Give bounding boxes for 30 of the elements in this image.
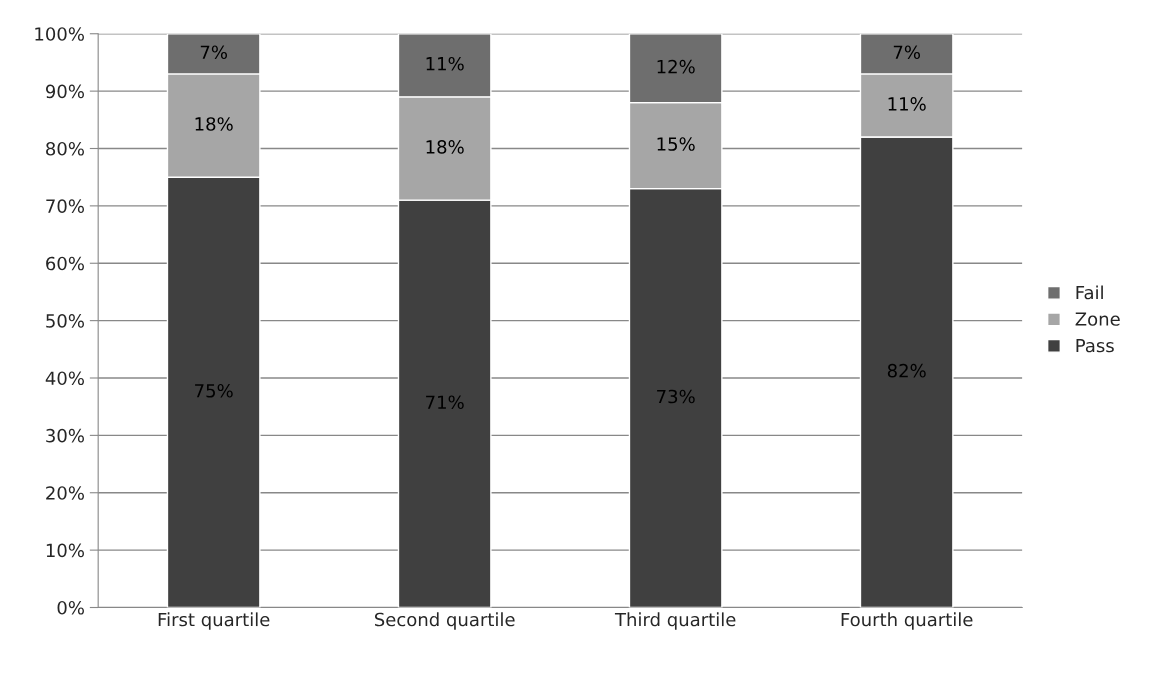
y-tick-label: 70% bbox=[46, 199, 84, 213]
data-label: 18% bbox=[195, 117, 233, 131]
x-tick-label: First quartile bbox=[158, 612, 270, 630]
data-label: 11% bbox=[888, 97, 926, 111]
y-tick-label: 30% bbox=[46, 428, 84, 443]
data-label: 75% bbox=[195, 383, 233, 398]
data-label: 82% bbox=[887, 363, 926, 378]
legend-label: Pass bbox=[1076, 338, 1114, 353]
data-label: 12% bbox=[657, 59, 695, 74]
legend-label: Zone bbox=[1075, 312, 1120, 326]
data-label: 15% bbox=[657, 137, 695, 151]
y-tick-label: 20% bbox=[46, 486, 84, 500]
x-tick-label: Fourth quartile bbox=[841, 612, 973, 630]
data-label: 7% bbox=[893, 45, 920, 60]
y-tick-label: 50% bbox=[46, 314, 84, 328]
data-label: 73% bbox=[657, 389, 695, 404]
y-tick-label: 80% bbox=[46, 141, 84, 156]
data-label: 11% bbox=[426, 56, 464, 71]
y-tick-label: 60% bbox=[46, 256, 84, 271]
y-tick-label: 10% bbox=[46, 543, 84, 558]
y-tick-label: 90% bbox=[45, 84, 84, 99]
legend-label: Fail bbox=[1076, 285, 1103, 300]
y-tick-label: 100% bbox=[35, 27, 84, 41]
data-label: 7% bbox=[200, 45, 227, 60]
x-tick-label: Second quartile bbox=[374, 612, 515, 630]
y-tick-label: 40% bbox=[45, 371, 84, 386]
data-label: 71% bbox=[426, 395, 464, 410]
y-tick-label: 0% bbox=[57, 600, 84, 615]
data-label: 18% bbox=[426, 140, 464, 154]
x-tick-label: Third quartile bbox=[614, 612, 736, 630]
